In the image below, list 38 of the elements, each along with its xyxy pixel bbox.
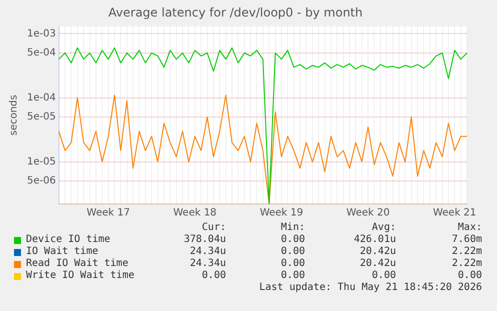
text: 24.34u xyxy=(190,246,226,258)
text: 20.42u xyxy=(360,258,396,270)
text: Avg: xyxy=(372,222,396,234)
text: 0.00 xyxy=(280,270,305,282)
text: 378.04u xyxy=(184,234,226,246)
text: 24.34u xyxy=(190,258,226,270)
text: 0.00 xyxy=(372,270,396,282)
text: 426.01u xyxy=(354,234,396,246)
y-tick-label: 1e-03 xyxy=(26,28,56,40)
text: Cur: xyxy=(202,222,226,234)
chart-title: Average latency for /dev/loop0 - by month xyxy=(108,5,363,20)
y-tick-label: 1e-05 xyxy=(26,156,56,168)
text: Last update: Thu May 21 18:45:20 2026 xyxy=(259,282,482,294)
text: 7.60m xyxy=(452,234,482,246)
x-tick-label: Week 19 xyxy=(260,208,304,219)
text: 2.22m xyxy=(452,246,482,258)
y-tick-label: 5e-06 xyxy=(26,176,56,187)
x-tick-label: Week 20 xyxy=(346,208,390,219)
legend-label: IO Wait time xyxy=(26,246,98,258)
text: Min: xyxy=(280,222,305,234)
text: 20.42u xyxy=(360,246,396,258)
x-tick-label: Week 17 xyxy=(86,208,130,219)
y-tick-label: 1e-04 xyxy=(26,92,56,104)
legend-label: Read IO Wait time xyxy=(26,258,128,270)
text: 0.00 xyxy=(280,258,305,270)
text: 0.00 xyxy=(280,234,305,246)
text: 2.22m xyxy=(452,258,482,270)
y-axis-title: seconds xyxy=(8,94,20,136)
legend-label: Device IO time xyxy=(26,234,110,246)
text: 0.00 xyxy=(458,270,482,282)
legend-label: Write IO Wait time xyxy=(26,270,134,282)
text: Max: xyxy=(458,222,482,234)
text: 0.00 xyxy=(202,270,226,282)
x-tick-label: Week 21 xyxy=(432,208,476,219)
y-tick-label: 5e-04 xyxy=(26,48,56,59)
y-tick-label: 5e-05 xyxy=(26,112,56,123)
x-tick-label: Week 18 xyxy=(173,208,217,219)
text: 0.00 xyxy=(280,246,305,258)
